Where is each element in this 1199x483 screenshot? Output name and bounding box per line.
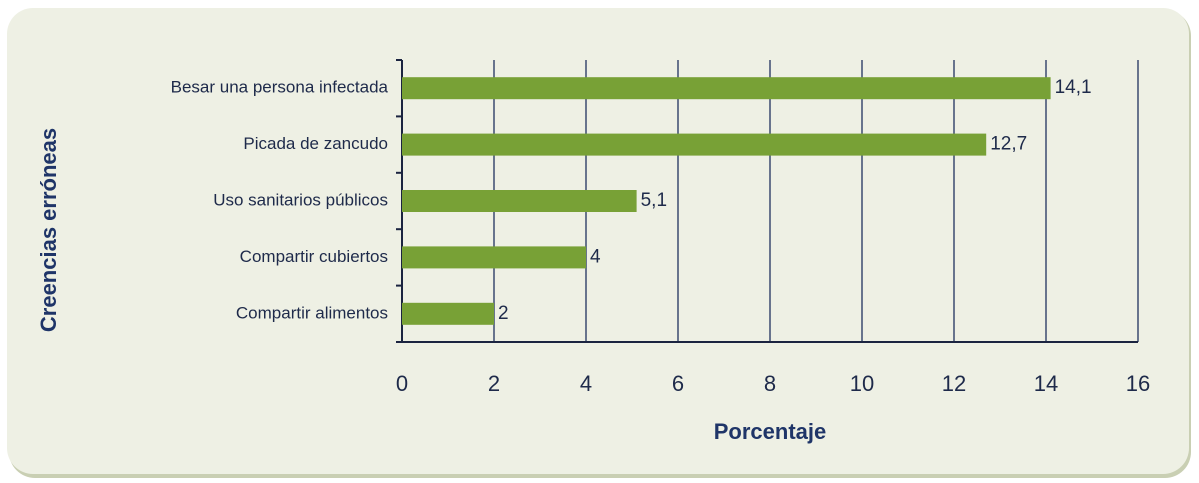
category-label: Uso sanitarios públicos — [213, 190, 388, 209]
category-label: Compartir cubiertos — [240, 247, 388, 266]
category-label: Picada de zancudo — [243, 134, 388, 153]
x-tick-label: 14 — [1034, 371, 1058, 396]
bar — [402, 246, 586, 269]
panel — [7, 8, 1189, 474]
bar — [402, 190, 637, 212]
category-label: Besar una persona infectada — [171, 78, 389, 97]
data-label: 12,7 — [990, 134, 1027, 155]
data-label: 4 — [590, 246, 601, 267]
bar — [402, 302, 494, 325]
x-tick-label: 16 — [1126, 371, 1150, 396]
data-label: 14,1 — [1055, 77, 1092, 98]
data-label: 5,1 — [641, 190, 667, 211]
x-tick-label: 2 — [488, 371, 500, 396]
category-label: Compartir alimentos — [236, 303, 388, 322]
x-axis-title: Porcentaje — [714, 419, 827, 444]
x-tick-label: 0 — [396, 371, 408, 396]
bar — [402, 77, 1051, 100]
bar — [402, 133, 987, 156]
x-tick-label: 12 — [942, 371, 966, 396]
x-tick-label: 10 — [850, 371, 874, 396]
y-axis-title: Creencias erróneas — [36, 128, 61, 332]
x-tick-label: 6 — [672, 371, 684, 396]
data-label: 2 — [498, 303, 509, 324]
x-tick-label: 4 — [580, 371, 592, 396]
x-tick-label: 8 — [764, 371, 776, 396]
